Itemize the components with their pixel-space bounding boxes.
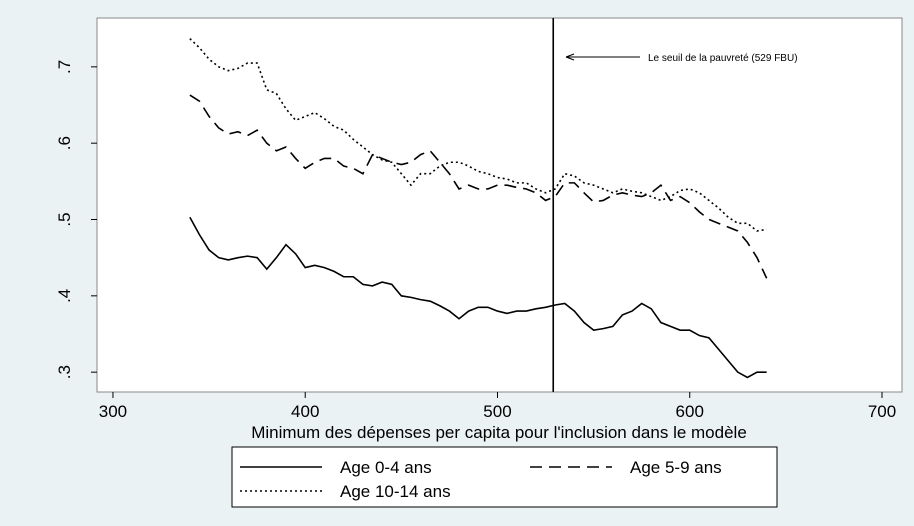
x-tick-label: 500 bbox=[483, 402, 511, 421]
x-axis-label: Minimum des dépenses per capita pour l'i… bbox=[251, 423, 747, 442]
legend-label: Age 0-4 ans bbox=[340, 458, 432, 477]
annotation: Le seuil de la pauvreté (529 FBU) bbox=[648, 53, 798, 64]
series-line bbox=[189, 216, 767, 379]
y-tick-label: .5 bbox=[55, 212, 74, 226]
x-tick-label: 700 bbox=[868, 402, 896, 421]
x-tick-label: 600 bbox=[676, 402, 704, 421]
y-tick-label: .6 bbox=[55, 136, 74, 150]
legend-box bbox=[231, 446, 778, 508]
legend-label: Age 10-14 ans bbox=[340, 482, 451, 501]
legend-label: Age 5-9 ans bbox=[630, 458, 722, 477]
plot-area bbox=[96, 17, 903, 393]
series-line bbox=[189, 94, 768, 279]
x-tick-label: 400 bbox=[291, 402, 319, 421]
x-tick-label: 300 bbox=[99, 402, 127, 421]
y-tick-label: .3 bbox=[55, 365, 74, 379]
annotation-arrowhead bbox=[565, 53, 575, 61]
y-tick-label: .7 bbox=[55, 60, 74, 74]
y-tick-label: .4 bbox=[55, 289, 74, 303]
